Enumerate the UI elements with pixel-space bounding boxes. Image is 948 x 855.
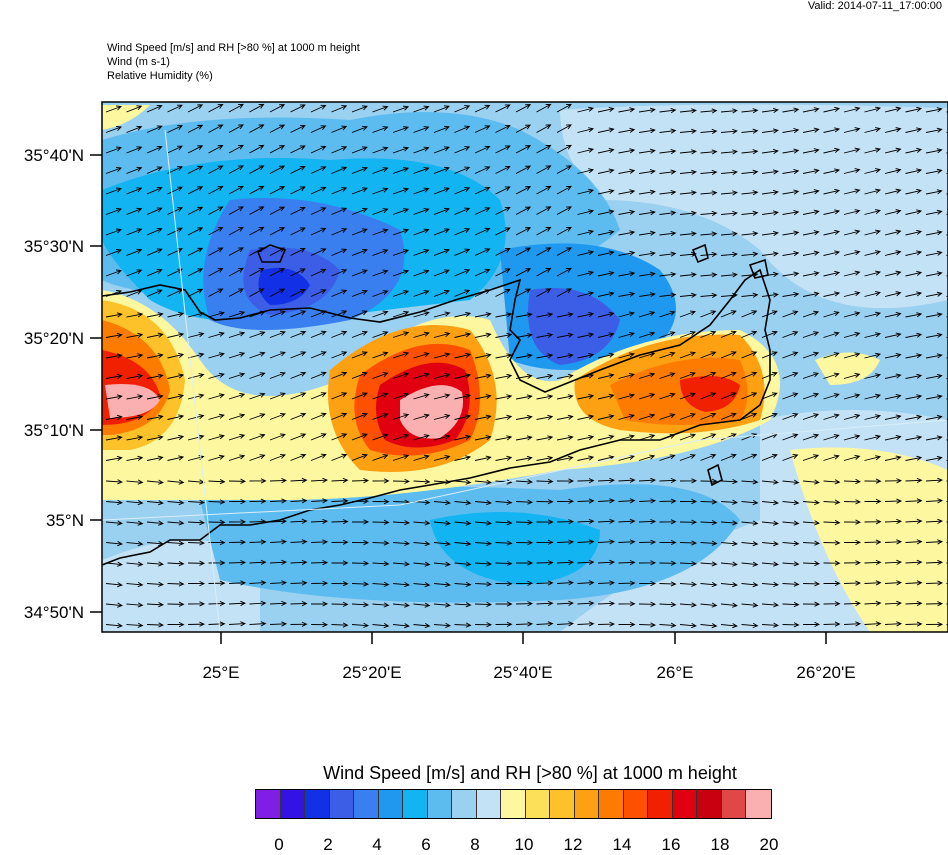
colorbar-tick-label: 0 [274,835,283,855]
lon-label: 25°20'E [342,663,401,682]
colorbar-title: Wind Speed [m/s] and RH [>80 %] at 1000 … [0,763,948,784]
colorbar-swatch [550,790,575,818]
colorbar-swatch [673,790,698,818]
colorbar-swatch [330,790,355,818]
colorbar-tick-label: 16 [662,835,681,855]
lat-label: 35°N [46,511,84,530]
lon-label: 26°E [656,663,693,682]
colorbar-tick-label: 14 [613,835,632,855]
colorbar-tick-label: 12 [564,835,583,855]
colorbar-tick-label: 10 [515,835,534,855]
lat-label: 35°10'N [24,421,84,440]
colorbar-swatch [403,790,428,818]
colorbar-swatch [624,790,649,818]
lat-label: 35°30'N [24,237,84,256]
colorbar-swatch [722,790,747,818]
colorbar-swatch [526,790,551,818]
colorbar-tick-label: 4 [372,835,381,855]
colorbar-swatch [575,790,600,818]
lat-label: 35°40'N [24,146,84,165]
colorbar-swatch [379,790,404,818]
filled-contours [102,102,948,632]
colorbar-tick-label: 8 [470,835,479,855]
lat-label: 35°20'N [24,329,84,348]
colorbar-swatch [256,790,281,818]
colorbar-swatch [477,790,502,818]
colorbar [255,789,772,819]
map-plot: 35°40'N 35°30'N 35°20'N 35°10'N 35°N 34°… [0,0,948,700]
colorbar-swatch [648,790,673,818]
lon-label: 26°20'E [796,663,855,682]
lon-label: 25°E [202,663,239,682]
colorbar-swatch [452,790,477,818]
colorbar-swatch [599,790,624,818]
lon-label: 25°40'E [493,663,552,682]
colorbar-tick-label: 6 [421,835,430,855]
colorbar-tick-label: 20 [760,835,779,855]
colorbar-swatch [428,790,453,818]
colorbar-swatch [354,790,379,818]
colorbar-swatch [746,790,771,818]
colorbar-tick-label: 18 [711,835,730,855]
colorbar-swatch [281,790,306,818]
colorbar-swatch [305,790,330,818]
colorbar-tick-label: 2 [323,835,332,855]
lat-label: 34°50'N [24,603,84,622]
colorbar-swatch [697,790,722,818]
colorbar-swatch [501,790,526,818]
